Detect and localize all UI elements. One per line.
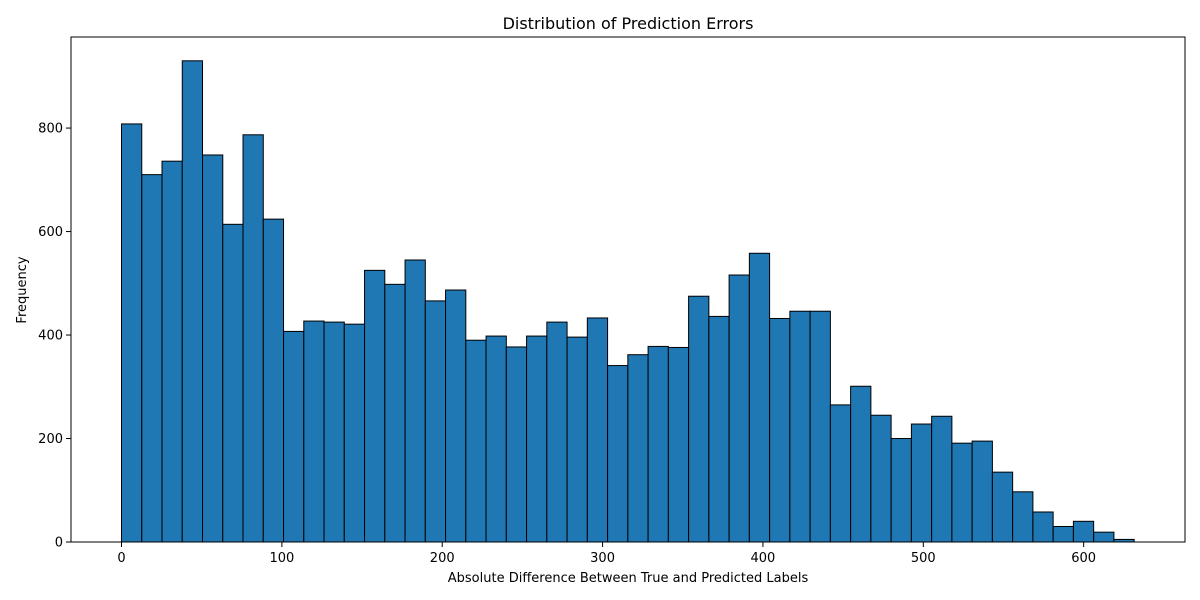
histogram-bar	[465, 339, 487, 543]
histogram-bar	[1032, 511, 1054, 543]
histogram-bar	[910, 423, 933, 543]
histogram-bar	[303, 320, 325, 543]
histogram-bar	[424, 300, 447, 543]
histogram-bar	[121, 123, 143, 543]
x-tick-label: 0	[117, 551, 125, 566]
x-tick-label: 500	[911, 551, 936, 566]
histogram-bar	[404, 259, 426, 543]
chart-title: Distribution of Prediction Errors	[503, 14, 754, 33]
histogram-bar	[323, 321, 345, 543]
histogram-bar	[647, 345, 669, 543]
histogram-bar	[870, 414, 892, 543]
histogram-bar	[607, 365, 629, 543]
histogram-bar	[728, 274, 750, 543]
histogram-bar	[141, 174, 163, 543]
y-tick-label: 800	[38, 122, 63, 137]
histogram-bar	[1012, 491, 1034, 543]
histogram-bar	[748, 252, 771, 543]
histogram-bar	[809, 310, 831, 543]
histogram-bar	[829, 404, 852, 543]
histogram-bar	[242, 134, 264, 543]
histogram-bar	[181, 60, 204, 543]
histogram-bar	[951, 442, 973, 543]
histogram-bar	[222, 223, 244, 543]
histogram-bar	[364, 269, 386, 543]
histogram-bar	[667, 346, 690, 543]
histogram-bar	[971, 440, 993, 543]
histogram-bar	[789, 310, 811, 543]
x-tick-label: 100	[269, 551, 294, 566]
histogram-bar	[708, 315, 730, 543]
bars-group	[121, 60, 1135, 543]
histogram-bar	[1052, 525, 1074, 543]
histogram-bar	[546, 321, 568, 543]
plot-frame	[70, 36, 1186, 543]
x-tick-label: 600	[1071, 551, 1096, 566]
histogram-bar	[890, 438, 912, 543]
histogram-bar	[769, 317, 791, 543]
histogram-bar	[384, 283, 406, 543]
histogram-bar	[688, 295, 710, 543]
histogram-bar	[586, 317, 609, 543]
x-axis-ticks: 0 100 200 300 400 500 600	[117, 542, 1096, 566]
histogram-bar	[343, 323, 366, 543]
histogram-bar	[505, 346, 528, 543]
x-tick-label: 300	[590, 551, 615, 566]
histogram-bar	[931, 415, 953, 543]
histogram-bar	[283, 330, 305, 543]
y-tick-label: 400	[38, 329, 63, 344]
histogram-bar	[262, 218, 285, 543]
y-axis-label: Frequency	[15, 256, 30, 323]
x-axis-label: Absolute Difference Between True and Pre…	[448, 571, 809, 586]
x-tick-label: 400	[751, 551, 776, 566]
histogram-bar	[485, 335, 507, 543]
y-tick-label: 200	[38, 432, 63, 447]
histogram-bar	[566, 336, 588, 543]
histogram-bar	[445, 289, 467, 543]
histogram-bar	[202, 154, 224, 543]
y-tick-label: 0	[55, 536, 63, 551]
x-tick-label: 200	[430, 551, 455, 566]
histogram-bar	[627, 354, 649, 543]
histogram-bar	[526, 335, 548, 543]
histogram-bar	[1093, 531, 1115, 543]
histogram-bar	[161, 160, 183, 543]
histogram-bar	[991, 471, 1014, 543]
y-tick-label: 600	[38, 225, 63, 240]
y-axis-ticks: 0 200 400 600 800	[38, 122, 71, 551]
histogram-bar	[1072, 520, 1095, 543]
histogram-bar	[850, 385, 872, 543]
